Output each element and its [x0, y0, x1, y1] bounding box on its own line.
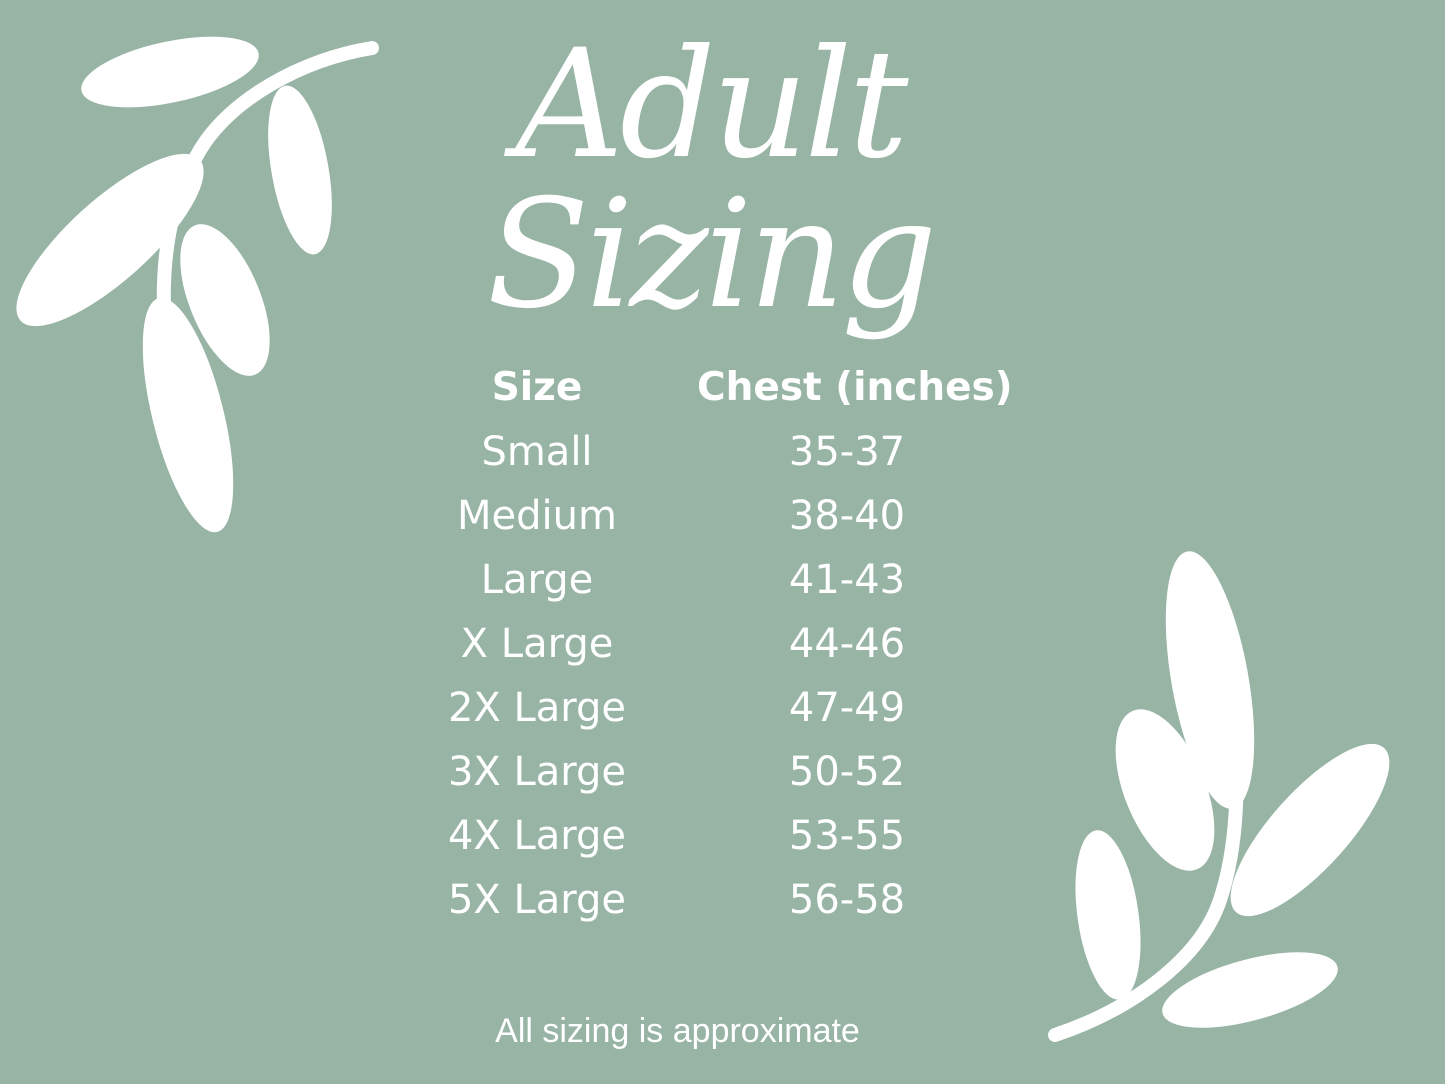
table-row: 3X Large 50-52 [0, 744, 1445, 808]
size-cell: 2X Large [447, 685, 627, 731]
table-row: Small 35-37 [0, 424, 1445, 488]
size-cell: 3X Large [447, 749, 627, 795]
chest-cell: 47-49 [788, 685, 906, 731]
header-size: Size [491, 365, 583, 410]
chest-cell: 56-58 [788, 877, 906, 923]
table-row: 4X Large 53-55 [0, 808, 1445, 872]
size-cell: Large [480, 557, 594, 603]
leaf-branch-bottom-right-icon [1048, 551, 1390, 1042]
table-row: Medium 38-40 [0, 488, 1445, 552]
chest-cell: 41-43 [788, 557, 906, 603]
chest-cell: 38-40 [788, 493, 906, 539]
chest-cell: 35-37 [788, 429, 906, 475]
size-table: Size Chest (inches) Small 35-37 Medium 38-4… [0, 360, 1445, 936]
size-cell: 5X Large [447, 877, 627, 923]
size-cell: Small [481, 429, 593, 475]
chest-cell: 50-52 [788, 749, 906, 795]
table-row: Large 41-43 [0, 552, 1445, 616]
footer-note: All sizing is approximate [495, 1012, 860, 1050]
table-header: Size Chest (inches) [0, 360, 1445, 424]
table-row: 2X Large 47-49 [0, 680, 1445, 744]
table-row: 5X Large 56-58 [0, 872, 1445, 936]
table-row: X Large 44-46 [0, 616, 1445, 680]
leaf-branch-top-left-icon [16, 36, 379, 533]
size-cell: Medium [457, 493, 617, 539]
size-cell: X Large [460, 621, 614, 667]
chest-cell: 44-46 [788, 621, 906, 667]
chest-cell: 53-55 [788, 813, 906, 859]
size-cell: 4X Large [447, 813, 627, 859]
page-title: Adult Sizing [486, 18, 937, 342]
header-chest: Chest (inches) [697, 365, 1013, 410]
